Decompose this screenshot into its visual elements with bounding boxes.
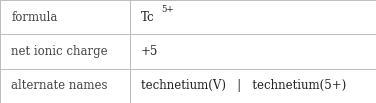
Text: net ionic charge: net ionic charge [11, 45, 108, 58]
Text: formula: formula [11, 11, 58, 24]
Text: Tc: Tc [141, 11, 155, 24]
Text: technetium(V)   |   technetium(5+): technetium(V) | technetium(5+) [141, 79, 346, 92]
Text: alternate names: alternate names [11, 79, 108, 92]
Text: 5+: 5+ [162, 5, 174, 14]
Text: +5: +5 [141, 45, 158, 58]
